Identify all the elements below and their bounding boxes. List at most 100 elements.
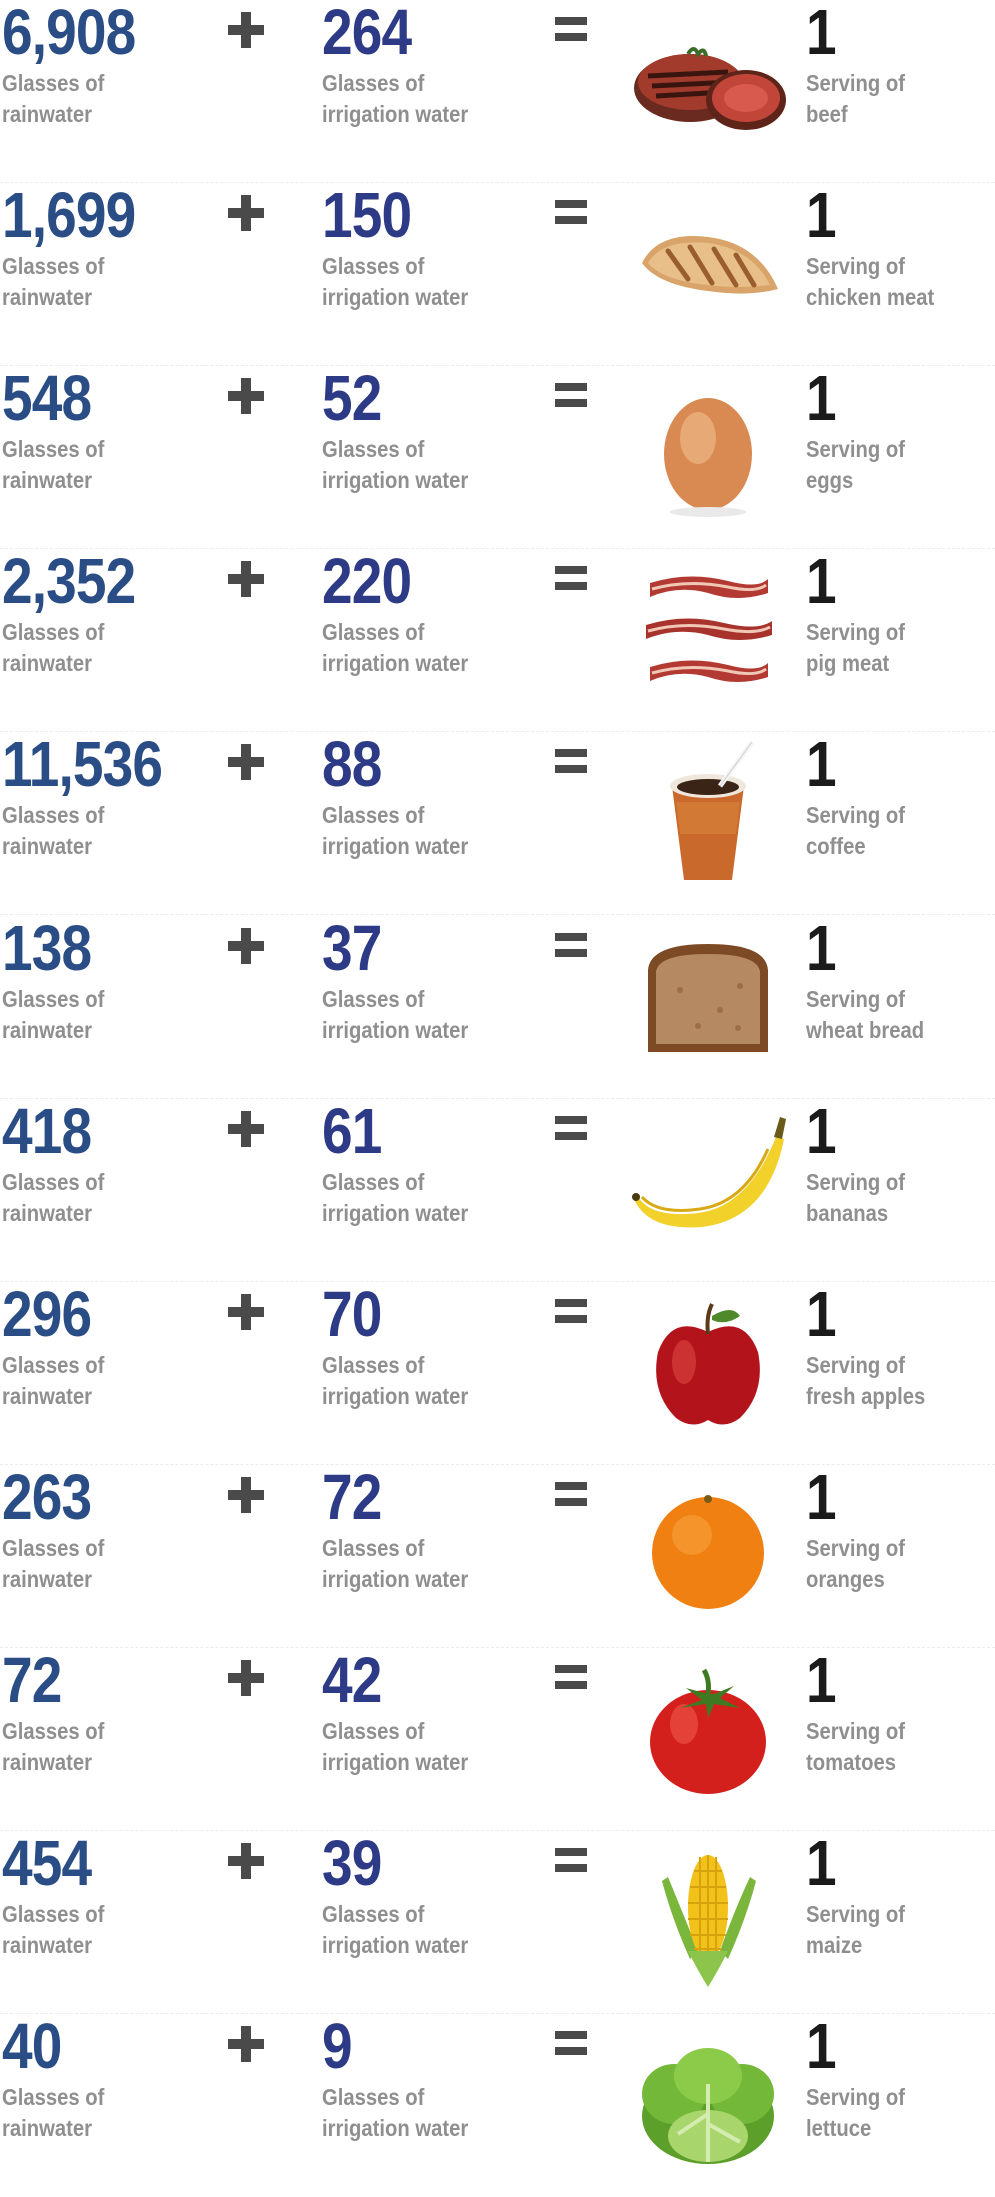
footprint-row: 548 Glasses of rainwater 52 Glasses of irriga… [0,362,995,550]
lettuce-icon [628,2024,788,2174]
serving-value: 1 [806,545,837,618]
equals-icon [551,185,591,241]
serving-label-line-2: maize [806,1932,863,1958]
irrigation-value: 88 [322,728,382,801]
irrigation-label-line-1: Glasses of [322,1534,425,1561]
serving-label-line-1: Serving of [806,253,905,280]
serving-label: Serving of coffee [806,800,905,862]
serving-value: 1 [806,1827,837,1899]
irrigation-label-line-1: Glasses of [322,436,425,463]
irrigation-value: 39 [322,1827,382,1899]
irrigation-label: Glasses of irrigation water [322,434,468,496]
rainwater-label: Glasses of rainwater [2,68,104,130]
equals-icon [551,1467,591,1523]
irrigation-value: 264 [322,0,412,68]
serving-label: Serving of pig meat [806,617,905,679]
plus-icon [226,1284,266,1340]
rainwater-label-line-1: Glasses of [2,1351,105,1378]
rainwater-label-line-1: Glasses of [2,1168,105,1195]
serving-label-line-2: coffee [806,833,866,860]
serving-label-line-2: oranges [806,1565,885,1592]
serving-label-line-2: tomatoes [806,1748,896,1775]
serving-value: 1 [806,2010,837,2083]
rainwater-value: 454 [2,1827,92,1899]
rainwater-label-line-1: Glasses of [2,2084,105,2111]
irrigation-label: Glasses of irrigation water [322,251,468,313]
irrigation-value: 72 [322,1460,382,1533]
irrigation-label: Glasses of irrigation water [322,1167,468,1229]
plus-icon [226,185,266,241]
equals-icon [551,1650,591,1706]
rainwater-value: 72 [2,1643,62,1716]
irrigation-label-line-1: Glasses of [322,1168,425,1195]
irrigation-label-line-2: irrigation water [322,1565,469,1592]
serving-label-line-1: Serving of [806,1901,905,1927]
steak-icon [628,10,788,160]
irrigation-label: Glasses of irrigation water [322,1533,468,1595]
serving-label: Serving of fresh apples [806,1350,925,1412]
apple-icon [628,1292,788,1442]
irrigation-label-line-2: irrigation water [322,1932,469,1958]
rainwater-label-line-1: Glasses of [2,70,105,96]
serving-value: 1 [806,1460,837,1533]
rainwater-label-line-1: Glasses of [2,253,105,280]
equals-icon [551,368,591,424]
irrigation-label-line-2: irrigation water [322,650,469,677]
bacon-icon [628,559,788,709]
rainwater-label: Glasses of rainwater [2,800,104,862]
irrigation-value: 9 [322,2010,353,2083]
serving-value: 1 [806,911,837,984]
tomato-icon [628,1658,788,1808]
plus-icon [226,551,266,607]
serving-label-line-2: lettuce [806,2115,872,2142]
serving-value: 1 [806,0,837,68]
footprint-row: 454 Glasses of rainwater 39 Glasses of irriga… [0,1831,995,2014]
irrigation-label-line-2: irrigation water [322,1382,469,1409]
irrigation-label: Glasses of irrigation water [322,1716,468,1778]
footprint-row: 40 Glasses of rainwater 9 Glasses of irrigati… [0,2014,995,2197]
rainwater-value: 296 [2,1277,92,1350]
irrigation-value: 61 [322,1094,382,1167]
footprint-row: 263 Glasses of rainwater 72 Glasses of irriga… [0,1465,995,1648]
rainwater-value: 138 [2,911,92,984]
equals-icon [551,2016,591,2072]
rainwater-label-line-2: rainwater [2,1565,92,1592]
serving-label-line-2: fresh apples [806,1382,926,1409]
serving-label-line-1: Serving of [806,1717,905,1744]
footprint-row: 72 Glasses of rainwater 42 Glasses of irrigat… [0,1648,995,1831]
serving-label: Serving of wheat bread [806,984,924,1046]
irrigation-label-line-1: Glasses of [322,1901,425,1927]
serving-label-line-2: eggs [806,467,854,494]
irrigation-label: Glasses of irrigation water [322,2082,468,2144]
equals-icon [551,2,591,58]
serving-label-line-1: Serving of [806,436,905,463]
serving-label: Serving of beef [806,68,905,130]
plus-icon [226,734,266,790]
serving-label-line-1: Serving of [806,619,905,646]
rainwater-label: Glasses of rainwater [2,434,104,496]
equals-icon [551,918,591,974]
irrigation-label-line-1: Glasses of [322,2084,425,2111]
serving-label: Serving of tomatoes [806,1716,905,1778]
rainwater-label-line-2: rainwater [2,1016,92,1043]
serving-label: Serving of oranges [806,1533,905,1595]
chicken-icon [628,193,788,343]
orange-icon [628,1475,788,1625]
rainwater-value: 418 [2,1094,92,1167]
equals-icon [551,734,591,790]
egg-icon [628,376,788,526]
plus-icon [226,918,266,974]
serving-label-line-1: Serving of [806,985,905,1012]
banana-icon [628,1109,788,1259]
rainwater-label: Glasses of rainwater [2,1167,104,1229]
rainwater-value: 11,536 [2,728,163,801]
footprint-row: 1,699 Glasses of rainwater 150 Glasses of irr… [0,183,995,367]
serving-value: 1 [806,362,837,435]
irrigation-label-line-2: irrigation water [322,833,469,860]
irrigation-label-line-2: irrigation water [322,1748,469,1775]
irrigation-label: Glasses of irrigation water [322,1899,468,1961]
rainwater-value: 40 [2,2010,62,2083]
plus-icon [226,368,266,424]
irrigation-label-line-1: Glasses of [322,70,425,96]
footprint-row: 296 Glasses of rainwater 70 Glasses of irriga… [0,1282,995,1465]
